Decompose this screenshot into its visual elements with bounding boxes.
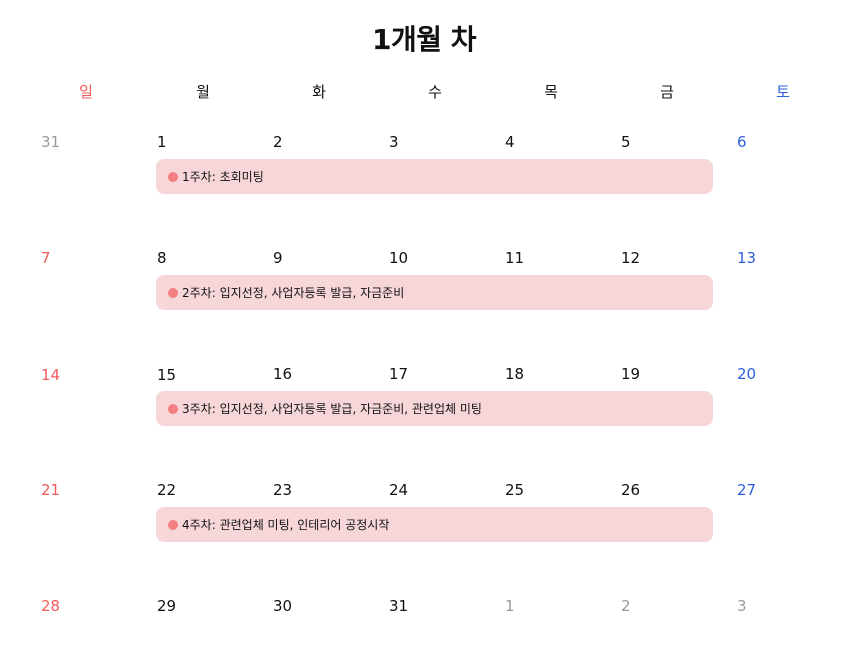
day-cell[interactable]: 2 (621, 597, 631, 615)
day-cell[interactable]: 10 (389, 249, 409, 267)
day-cell[interactable]: 7 (41, 249, 51, 267)
event-bar[interactable]: 3주차: 입지선정, 사업자등록 발급, 자금준비, 관련업체 미팅 (156, 391, 713, 426)
event-bar[interactable]: 2주차: 입지선정, 사업자등록 발급, 자금준비 (156, 275, 713, 310)
day-cell[interactable]: 29 (157, 597, 177, 615)
day-cell[interactable]: 27 (737, 481, 757, 499)
day-cell[interactable]: 31 (41, 133, 61, 151)
day-cell[interactable]: 17 (389, 365, 409, 383)
day-cell[interactable]: 28 (41, 597, 61, 615)
day-cell[interactable]: 20 (737, 365, 757, 383)
day-cell[interactable]: 21 (41, 481, 61, 499)
day-cell[interactable]: 3 (737, 597, 747, 615)
day-cell[interactable]: 22 (157, 481, 177, 499)
weekday-thu: 목 (544, 83, 558, 101)
day-cell[interactable]: 12 (621, 249, 641, 267)
day-cell[interactable]: 1 (157, 133, 167, 151)
weekday-mon: 월 (196, 83, 210, 101)
event-dot-icon (168, 287, 178, 298)
event-dot-icon (168, 403, 178, 414)
day-cell[interactable]: 31 (389, 597, 409, 615)
day-cell[interactable]: 8 (157, 249, 167, 267)
weekday-tue: 화 (312, 83, 326, 101)
day-cell[interactable]: 19 (621, 365, 641, 383)
day-cell[interactable]: 23 (273, 481, 293, 499)
weekday-wed: 수 (428, 83, 442, 101)
event-dot-icon (168, 519, 178, 530)
day-cell[interactable]: 18 (505, 365, 525, 383)
day-cell[interactable]: 9 (273, 249, 283, 267)
event-label: 3주차: 입지선정, 사업자등록 발급, 자금준비, 관련업체 미팅 (182, 402, 482, 416)
day-cell[interactable]: 14 (41, 366, 61, 384)
day-cell[interactable]: 24 (389, 481, 409, 499)
day-cell[interactable]: 5 (621, 133, 631, 151)
day-cell[interactable]: 15 (157, 366, 177, 384)
page-title: 1개월 차 (371, 23, 477, 56)
event-label: 4주차: 관련업체 미팅, 인테리어 공정시작 (182, 518, 390, 532)
event-bar[interactable]: 1주차: 초회미팅 (156, 159, 713, 194)
day-cell[interactable]: 3 (389, 133, 399, 151)
day-cell[interactable]: 16 (273, 365, 293, 383)
day-cell[interactable]: 11 (505, 249, 525, 267)
day-cell[interactable]: 26 (621, 481, 641, 499)
day-cell[interactable]: 4 (505, 133, 515, 151)
weekday-sun: 일 (79, 83, 93, 101)
event-label: 1주차: 초회미팅 (182, 170, 264, 184)
day-cell[interactable]: 1 (505, 597, 515, 615)
day-cell[interactable]: 25 (505, 481, 525, 499)
event-dot-icon (168, 171, 178, 182)
weekday-sat: 토 (776, 83, 790, 101)
weekday-fri: 금 (660, 83, 674, 101)
event-label: 2주차: 입지선정, 사업자등록 발급, 자금준비 (182, 286, 405, 300)
day-cell[interactable]: 13 (737, 249, 757, 267)
day-cell[interactable]: 6 (737, 133, 747, 151)
day-cell[interactable]: 30 (273, 597, 293, 615)
event-bar[interactable]: 4주차: 관련업체 미팅, 인테리어 공정시작 (156, 507, 713, 542)
day-cell[interactable]: 2 (273, 133, 283, 151)
weekday-header-row: 일 월 화 수 목 금 토 (0, 83, 848, 103)
